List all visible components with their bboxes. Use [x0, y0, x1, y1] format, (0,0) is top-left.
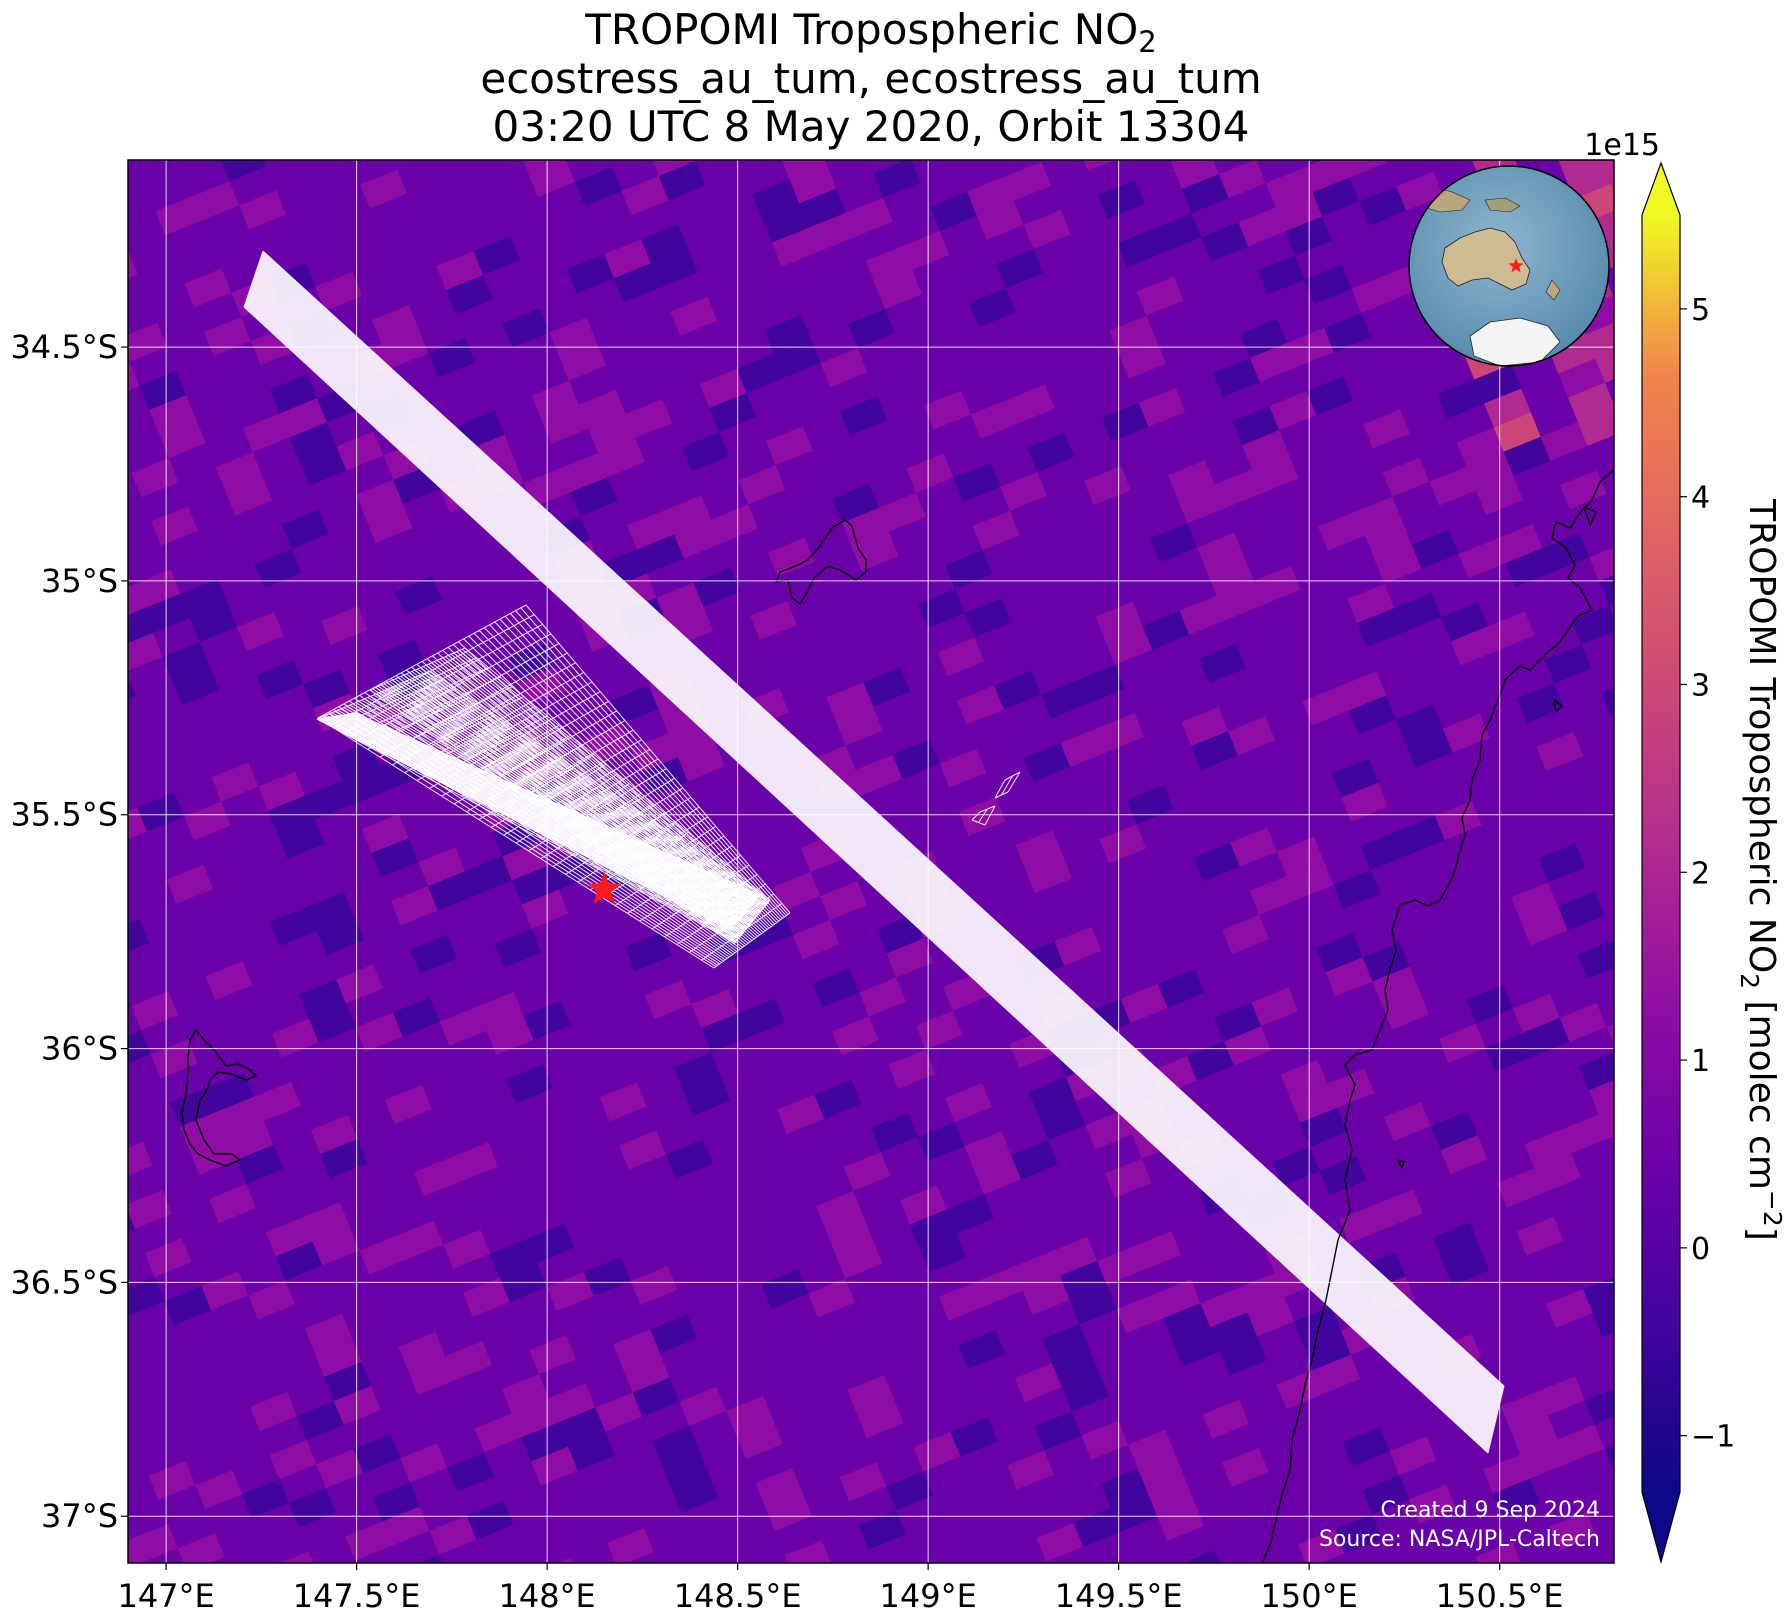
site-marker-star [587, 871, 622, 905]
colorbar-tick-label: 1 [1691, 1044, 1710, 1079]
colorbar-extend-min [1642, 1492, 1680, 1562]
globe-inset [1408, 165, 1610, 367]
swath [243, 250, 1505, 1454]
colorbar-outline [1641, 161, 1681, 1565]
title-subscript: 2 [1138, 25, 1157, 59]
colorbar-multiplier: 1e15 [1584, 128, 1660, 163]
colorbar-extend-max [1642, 163, 1680, 215]
globe-australia [1441, 227, 1531, 291]
swath [971, 805, 996, 826]
globe-new-guinea [1484, 197, 1521, 213]
lat-tick-label: 35°S [41, 562, 118, 600]
site-star-icon [587, 871, 622, 905]
globe-new-zealand [1545, 279, 1561, 301]
longitude-axis: 147°E 147.5°E 148°E 148.5°E 149°E 149.5°E 150°… [117, 1563, 1564, 1615]
swath [994, 771, 1021, 799]
title-text: TROPOMI Tropospheric NO [585, 5, 1139, 54]
lon-tick-label: 148°E [498, 1577, 595, 1615]
colorbar-tick-label: 5 [1691, 293, 1710, 328]
coast-islands [1397, 506, 1597, 1169]
colorbar-tick-label: 2 [1691, 856, 1710, 891]
colorbar-tick-label: 4 [1691, 481, 1710, 516]
lon-tick-label: 149.5°E [1055, 1577, 1183, 1615]
title-line-1: TROPOMI Tropospheric NO2 [128, 6, 1614, 66]
lat-tick-label: 34.5°S [10, 328, 118, 366]
colorbar-tick-label: 3 [1691, 668, 1710, 703]
colorbar-tick-label: −1 [1691, 1420, 1735, 1455]
colorbar: 1e15 −1 0 1 2 3 4 5 TROPOMI Tropospheric NO2 [… [1584, 128, 1787, 1565]
colorbar-gradient [1642, 215, 1680, 1492]
lat-tick-label: 35.5°S [10, 796, 118, 834]
credit-source: Source: NASA/JPL-Caltech [1319, 1527, 1600, 1552]
coastline [181, 469, 1614, 1563]
lon-tick-label: 150°E [1261, 1577, 1358, 1615]
title-line-3: 03:20 UTC 8 May 2020, Orbit 13304 [492, 102, 1250, 151]
lat-tick-label: 37°S [41, 1497, 118, 1535]
map-panel[interactable]: Created 9 Sep 2024 Source: NASA/JPL-Calt… [45, 81, 1697, 1615]
gridlines [128, 160, 1614, 1563]
colorbar-ticks: −1 0 1 2 3 4 5 [1680, 293, 1735, 1455]
lon-tick-label: 147°E [117, 1577, 214, 1615]
colorbar-tick-label: 0 [1691, 1232, 1710, 1267]
swath-grid [994, 771, 1021, 799]
lon-tick-label: 149°E [880, 1577, 977, 1615]
lake-hume [181, 1029, 257, 1167]
lat-tick-label: 36.5°S [10, 1263, 118, 1301]
globe-site-star-icon [1508, 258, 1524, 273]
map-frame [127, 159, 1615, 1564]
lon-tick-label: 150.5°E [1436, 1577, 1564, 1615]
lon-tick-label: 147.5°E [293, 1577, 421, 1615]
lat-tick-label: 36°S [41, 1030, 118, 1068]
lon-tick-label: 148.5°E [674, 1577, 802, 1615]
swath-grid [971, 805, 996, 826]
globe-antarctica [1469, 317, 1561, 366]
globe-outline [1408, 165, 1610, 367]
credit-created: Created 9 Sep 2024 [1381, 1498, 1601, 1523]
coastline-east [1261, 469, 1614, 1563]
lake-eucumbene [775, 519, 867, 605]
ecostress-swaths [243, 250, 1505, 1454]
latitude-axis: 34.5°S 35°S 35.5°S 36°S 36.5°S 37°S [10, 328, 128, 1535]
colorbar-label: TROPOMI Tropospheric NO2 [molec cm−2] [1735, 498, 1787, 1241]
no2-field [128, 160, 1614, 1563]
swath-grid [243, 250, 1505, 1454]
title-line-2: ecostress_au_tum, ecostress_au_tum [480, 54, 1262, 103]
